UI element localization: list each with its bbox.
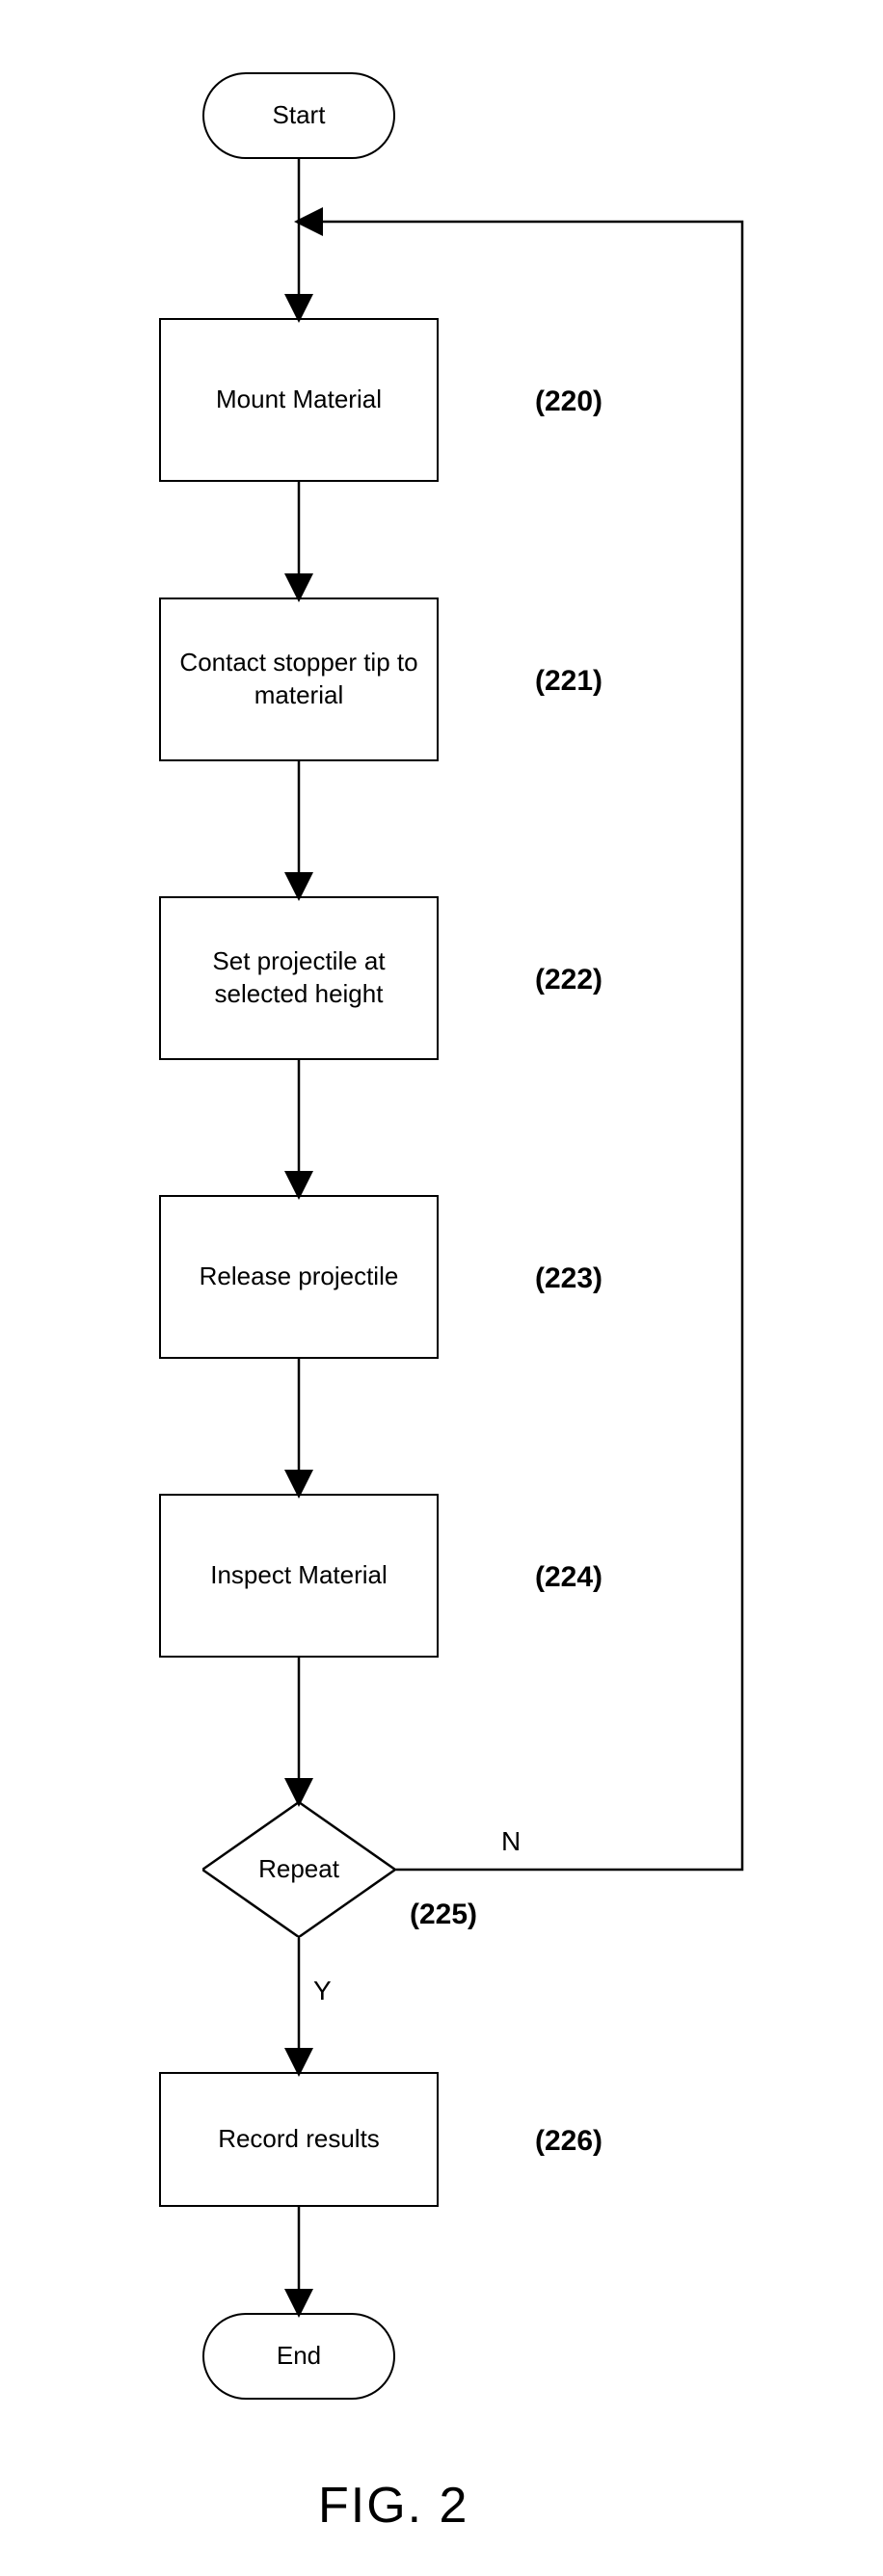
- step-223-label: Release projectile: [200, 1261, 399, 1293]
- step-224-label: Inspect Material: [210, 1559, 388, 1592]
- figure-label: FIG. 2: [318, 2477, 468, 2535]
- step-224-box: Inspect Material: [159, 1494, 439, 1658]
- step-222-box: Set projectile at selected height: [159, 896, 439, 1060]
- end-label: End: [277, 2340, 321, 2373]
- step-226-ref: (226): [535, 2125, 602, 2158]
- repeat-decision: Repeat: [202, 1802, 395, 1937]
- step-223-ref: (223): [535, 1262, 602, 1295]
- step-222-ref: (222): [535, 964, 602, 996]
- step-223-box: Release projectile: [159, 1195, 439, 1359]
- repeat-ref: (225): [410, 1899, 477, 1931]
- step-226-label: Record results: [218, 2123, 380, 2156]
- start-label: Start: [273, 99, 326, 132]
- step-226-box: Record results: [159, 2072, 439, 2207]
- repeat-label: Repeat: [258, 1853, 339, 1886]
- flow-arrows: [0, 0, 883, 2576]
- branch-no-label: N: [501, 1826, 521, 1857]
- step-220-box: Mount Material: [159, 318, 439, 482]
- step-224-ref: (224): [535, 1561, 602, 1594]
- end-terminator: End: [202, 2313, 395, 2400]
- step-221-label: Contact stopper tip to material: [179, 647, 417, 712]
- step-221-box: Contact stopper tip to material: [159, 598, 439, 761]
- step-222-label: Set projectile at selected height: [212, 945, 385, 1011]
- start-terminator: Start: [202, 72, 395, 159]
- step-221-ref: (221): [535, 665, 602, 698]
- step-220-label: Mount Material: [216, 384, 382, 416]
- step-220-ref: (220): [535, 385, 602, 418]
- flowchart-canvas: Start Mount Material (220) Contact stopp…: [0, 0, 883, 2576]
- branch-yes-label: Y: [313, 1976, 332, 2006]
